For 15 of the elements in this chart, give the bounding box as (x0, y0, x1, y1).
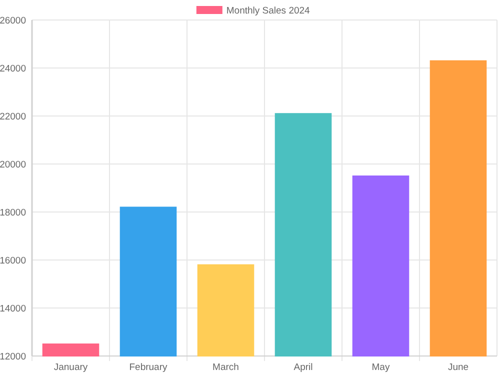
x-tick-label: January (54, 362, 88, 373)
y-tick-label: 18000 (0, 207, 26, 218)
y-tick-label: 26000 (0, 15, 26, 26)
y-tick-label: 24000 (0, 63, 26, 74)
x-tick-label: February (129, 362, 168, 373)
y-tick-label: 22000 (0, 111, 26, 122)
y-tick-label: 20000 (0, 159, 26, 170)
x-tick-label: April (294, 362, 313, 373)
y-tick-label: 16000 (0, 255, 26, 266)
y-tick-label: 14000 (0, 303, 26, 314)
x-tick-label: May (372, 362, 390, 373)
x-tick-label: June (448, 362, 469, 373)
legend-label: Monthly Sales 2024 (226, 5, 310, 16)
y-tick-label: 12000 (0, 351, 26, 362)
x-tick-label: March (212, 362, 239, 373)
